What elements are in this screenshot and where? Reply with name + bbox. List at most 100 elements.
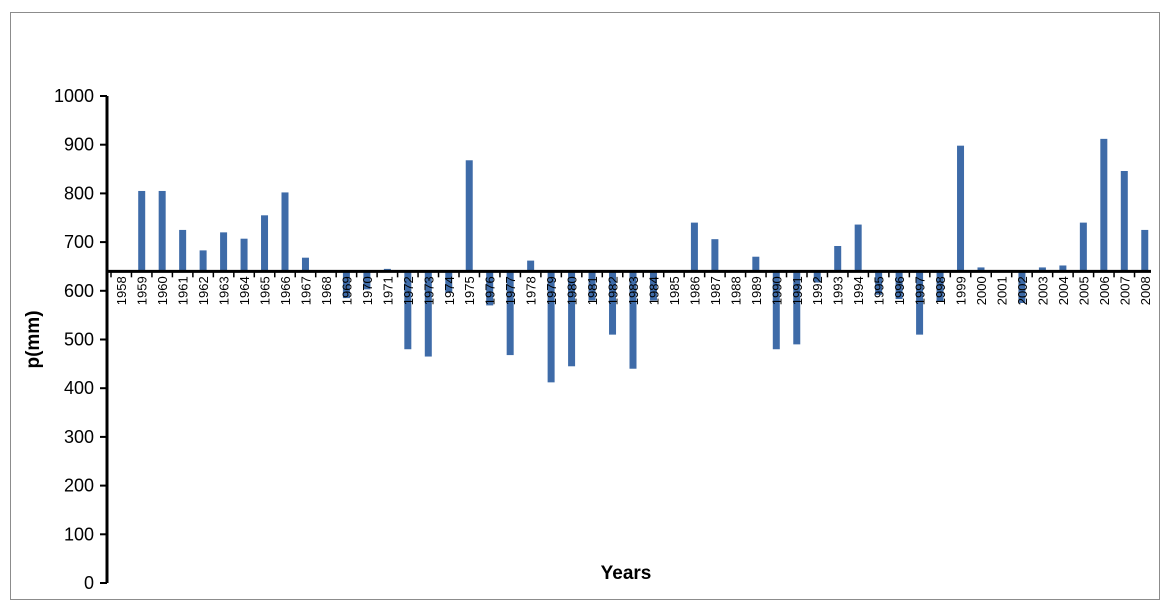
- x-tick-label: 1962: [196, 276, 211, 305]
- x-tick-label: 1982: [606, 276, 621, 305]
- bar: [486, 271, 494, 306]
- x-tick-label: 1983: [626, 276, 641, 305]
- bar: [957, 145, 965, 272]
- x-axis-title: Years: [601, 563, 652, 584]
- bar: [220, 232, 228, 272]
- x-tick-label: 1964: [237, 276, 252, 305]
- y-tick-label: 400: [64, 378, 94, 398]
- y-tick-label: 0: [84, 573, 94, 593]
- bar: [629, 271, 637, 369]
- x-tick-label: 1997: [913, 276, 928, 305]
- bar: [772, 271, 780, 350]
- x-tick-label: 1979: [544, 276, 559, 305]
- x-tick-label: 2007: [1117, 276, 1132, 305]
- x-tick-label: 1972: [401, 276, 416, 305]
- y-tick-label: 300: [64, 427, 94, 447]
- x-tick-label: 1998: [933, 276, 948, 305]
- x-tick-label: 1978: [524, 276, 539, 305]
- x-tick-label: 1999: [954, 276, 969, 305]
- bar: [711, 239, 719, 272]
- x-tick-label: 1958: [114, 276, 129, 305]
- x-tick-label: 1961: [176, 276, 191, 305]
- x-tick-label: 1980: [565, 276, 580, 305]
- bar: [690, 222, 698, 272]
- x-tick-label: 1986: [687, 276, 702, 305]
- x-tick-label: 2002: [1015, 276, 1030, 305]
- y-tick-label: 1000: [54, 86, 94, 106]
- x-tick-label: 1993: [831, 276, 846, 305]
- x-axis-ticks: 1958 1959 1960 1961 1962 1963 1964 1965 1966 1967…: [110, 271, 1153, 305]
- bar: [199, 250, 207, 272]
- x-tick-label: 1974: [442, 276, 457, 305]
- bar: [936, 271, 944, 302]
- x-tick-label: 1975: [462, 276, 477, 305]
- x-tick-label: 1966: [278, 276, 293, 305]
- bar: [445, 271, 453, 293]
- y-tick-label: 800: [64, 183, 94, 203]
- bar: [363, 271, 371, 290]
- x-tick-label: 1967: [298, 276, 313, 305]
- x-tick-label: 1996: [892, 276, 907, 305]
- bar: [424, 271, 432, 357]
- x-tick-label: 1984: [646, 276, 661, 305]
- chart-frame: 0 100 200 300 400 500 600 700 800 900 1000 1958 195…: [10, 12, 1160, 600]
- x-tick-label: 1987: [708, 276, 723, 305]
- x-tick-label: 1973: [421, 276, 436, 305]
- bar: [527, 260, 535, 272]
- x-tick-label: 2000: [974, 276, 989, 305]
- bar: [1038, 267, 1046, 272]
- y-tick-label: 900: [64, 135, 94, 155]
- bar: [1120, 170, 1128, 272]
- x-tick-label: 1977: [503, 276, 518, 305]
- x-tick-label: 2006: [1097, 276, 1112, 305]
- bar: [1141, 229, 1149, 272]
- y-tick-label: 700: [64, 232, 94, 252]
- bar: [240, 238, 248, 272]
- x-tick-label: 1990: [769, 276, 784, 305]
- bar: [588, 271, 596, 301]
- x-tick-label: 1991: [790, 276, 805, 305]
- y-axis-ticks: 0 100 200 300 400 500 600 700 800 900 1000: [54, 86, 107, 593]
- bar: [649, 271, 657, 301]
- x-tick-label: 1992: [810, 276, 825, 305]
- bar: [609, 271, 617, 335]
- bar: [1100, 138, 1108, 272]
- x-tick-label: 1988: [728, 276, 743, 305]
- y-axis-title: p(mm): [23, 310, 44, 368]
- bar: [1079, 222, 1087, 272]
- bar: [158, 190, 166, 272]
- bar: [261, 215, 269, 272]
- x-tick-label: 2004: [1056, 276, 1071, 305]
- x-tick-label: 2005: [1076, 276, 1091, 305]
- bar: [342, 271, 350, 299]
- bar: [138, 190, 146, 272]
- bar: [793, 271, 801, 345]
- bar: [568, 271, 576, 367]
- bar: [813, 271, 821, 283]
- x-tick-label: 1994: [851, 276, 866, 305]
- bar: [281, 192, 289, 272]
- x-tick-label: 2008: [1138, 276, 1153, 305]
- bar: [1018, 271, 1026, 303]
- x-tick-label: 2003: [1035, 276, 1050, 305]
- x-tick-label: 1965: [258, 276, 273, 305]
- bar: [465, 160, 473, 272]
- bar: [179, 229, 187, 272]
- y-tick-label: 200: [64, 476, 94, 496]
- x-tick-label: 2001: [994, 276, 1009, 305]
- x-tick-label: 1969: [339, 276, 354, 305]
- bar: [895, 271, 903, 300]
- x-tick-label: 1981: [585, 276, 600, 305]
- bar: [752, 256, 760, 272]
- bar: [916, 271, 924, 335]
- y-tick-label: 600: [64, 281, 94, 301]
- x-tick-label: 1985: [667, 276, 682, 305]
- x-tick-label: 1995: [872, 276, 887, 305]
- x-tick-label: 1976: [483, 276, 498, 305]
- y-tick-label: 500: [64, 330, 94, 350]
- bar: [1059, 265, 1067, 272]
- bar: [506, 271, 514, 356]
- bar: [547, 271, 555, 383]
- x-tick-label: 1968: [319, 276, 334, 305]
